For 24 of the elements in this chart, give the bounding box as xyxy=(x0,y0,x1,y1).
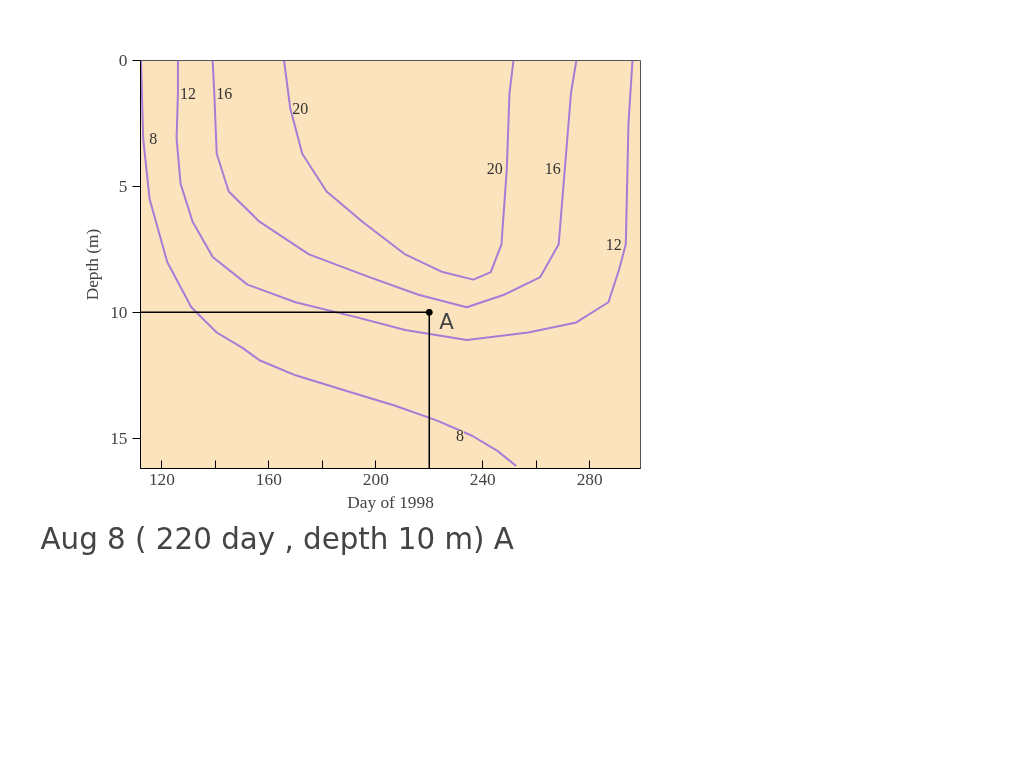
x-tick-label: 200 xyxy=(362,469,389,489)
series-label: 12 xyxy=(605,235,622,253)
line-series xyxy=(211,60,578,309)
y-tick-label: 10 xyxy=(110,302,128,322)
text: 12 xyxy=(179,84,196,102)
line-series xyxy=(283,60,515,281)
x-tick-label: 280 xyxy=(576,469,603,489)
text: 16 xyxy=(544,160,561,178)
series-label: 16 xyxy=(216,84,233,102)
y-tick-label: 0 xyxy=(118,51,128,70)
x-axis-title: Day of 1998 xyxy=(347,492,434,512)
series-label: 8 xyxy=(456,427,465,445)
y-tick-label: 15 xyxy=(110,428,128,448)
text: Aug 8 ( 220 day , depth 10 m) A xyxy=(40,521,514,556)
text: 8 xyxy=(149,130,158,148)
series-label: 20 xyxy=(292,99,309,117)
annotation: A xyxy=(439,309,455,335)
y-tick-label: 5 xyxy=(118,176,128,196)
x-tick-label: 160 xyxy=(255,469,282,489)
text: 20 xyxy=(486,160,503,178)
x-tick-label: 120 xyxy=(148,469,175,489)
line-series xyxy=(175,60,634,342)
y-axis-title: Depth (m) xyxy=(83,228,103,301)
x-tick-label: 240 xyxy=(469,469,496,489)
